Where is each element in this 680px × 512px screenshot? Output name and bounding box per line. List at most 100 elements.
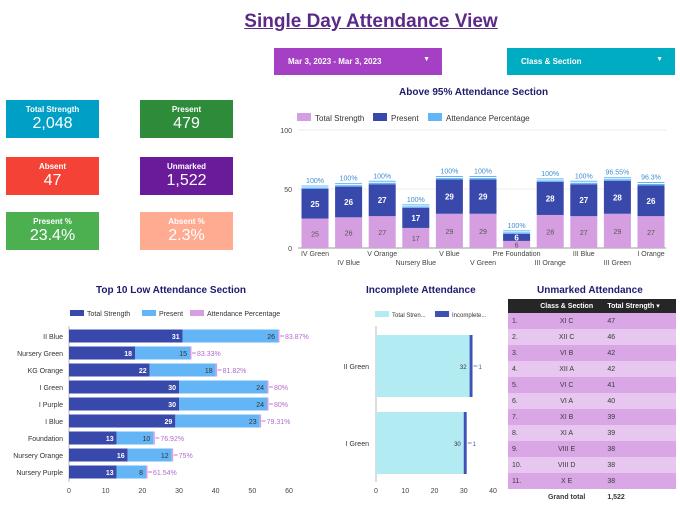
- bar-total-label: 26: [345, 231, 353, 238]
- x-tick-label: 10: [401, 488, 409, 495]
- bar-total-label: 13: [106, 470, 114, 477]
- table-row: 9. VIII E 38: [508, 441, 676, 457]
- bar-present: [179, 380, 267, 394]
- row-index: 10.: [512, 461, 522, 469]
- bar-present: [335, 186, 363, 218]
- row-index: 1.: [512, 317, 518, 325]
- bar-present: [603, 180, 631, 214]
- y-tick-label: Nursery Green: [17, 351, 63, 358]
- incomplete-title: Incomplete Attendance: [366, 285, 476, 296]
- x-tick-label: I Orange: [637, 251, 664, 258]
- header-total-strength[interactable]: Total Strength ▾: [603, 299, 676, 313]
- sort-desc-icon: ▾: [656, 303, 660, 310]
- card-label: Absent %: [168, 217, 205, 226]
- header-total-strength-label: Total Strength: [607, 303, 655, 310]
- bar-pct-label: 100%: [508, 223, 526, 230]
- x-tick-label: 0: [67, 488, 71, 495]
- bar-total: [376, 412, 464, 474]
- x-tick-label: V Green: [470, 260, 496, 267]
- card-label: Total Strength: [25, 105, 80, 114]
- legend-label: Attendance Percentage: [446, 114, 530, 123]
- row-class-section: VIII E: [558, 445, 576, 453]
- bar-total: [637, 216, 665, 248]
- bar-present-label: 10: [143, 436, 151, 443]
- bar-pct-cap: [190, 346, 192, 360]
- bar-present: [135, 346, 190, 360]
- bar-pct-cap: [215, 363, 218, 377]
- chevron-down-icon: ▼: [656, 56, 663, 63]
- incomplete-chart: Total Stren... Incomplete... 0 10 20 30 40 II G…: [344, 311, 497, 495]
- top10-chart: Total Strength Present Attendance Percenta…: [13, 310, 309, 495]
- row-total-strength: 39: [607, 429, 616, 437]
- bar-total-label: 30: [168, 402, 176, 409]
- bar-pct-label: 100%: [541, 171, 559, 178]
- bar-present-label: 27: [378, 196, 387, 205]
- bar-pct-cap: [335, 185, 363, 187]
- class-section-filter[interactable]: Class & Section ▼: [507, 48, 675, 75]
- bar-total-label: 29: [614, 229, 622, 236]
- table-row: 2. XII C 46: [508, 329, 676, 345]
- bar-present: [175, 414, 260, 428]
- legend-swatch: [435, 311, 449, 317]
- row-index: 7.: [512, 413, 518, 421]
- row-class-section: VIII D: [557, 461, 576, 469]
- x-tick-label: 40: [489, 488, 497, 495]
- bar-pct-cap: [278, 329, 280, 343]
- bar-pct-cap: [267, 380, 269, 394]
- x-tick-label: 30: [460, 488, 468, 495]
- row-index: 2.: [512, 333, 518, 341]
- bar-pct-cap: [301, 187, 329, 189]
- card-absent-pct: Absent % 2.3%: [140, 212, 233, 250]
- bar-total: [376, 335, 470, 397]
- card-present: Present 479: [140, 100, 233, 138]
- row-class-section: XII C: [558, 333, 575, 341]
- table-row: 8. XI A 39: [508, 425, 676, 441]
- top10-title: Top 10 Low Attendance Section: [96, 285, 247, 296]
- bar-total: [69, 363, 150, 377]
- x-tick-label: V Blue: [439, 251, 460, 258]
- table-row: 4. XII A 42: [508, 361, 676, 377]
- row-class-section: X E: [561, 477, 573, 485]
- x-tick-label: 20: [431, 488, 439, 495]
- card-unmarked: Unmarked 1,522: [140, 157, 233, 195]
- row-index: 11.: [512, 477, 522, 485]
- bar-pct-label: 81.82%: [223, 368, 247, 375]
- legend-label: Present: [159, 311, 183, 318]
- bar-pct-label: 100%: [575, 173, 593, 180]
- legend-label: Total Strength: [87, 311, 130, 318]
- legend-label: Total Stren...: [392, 313, 426, 319]
- legend-swatch: [142, 310, 156, 316]
- bar-present: [301, 189, 329, 219]
- bar-total: [570, 216, 598, 248]
- x-tick-label: III Blue: [573, 251, 595, 258]
- row-total-strength: 40: [607, 397, 616, 405]
- header-class-section[interactable]: Class & Section: [530, 299, 604, 313]
- bar-pct-cap: [146, 465, 148, 479]
- date-range-picker[interactable]: Mar 3, 2023 - Mar 3, 2023 ▼: [274, 48, 442, 75]
- bar-total-label: 29: [165, 419, 173, 426]
- bar-present: [402, 207, 430, 228]
- bar-total: [69, 465, 117, 479]
- card-value: 23.4%: [29, 227, 76, 244]
- bar-pct-label: 100%: [340, 176, 358, 183]
- bar-pct-label: 96.55%: [606, 170, 630, 177]
- bar-total-label: 6: [515, 242, 519, 249]
- bar-pct-label: 100%: [474, 169, 492, 176]
- y-tick-label: Nursery Purple: [16, 470, 63, 477]
- table-row: 1. XI C 47: [508, 313, 676, 329]
- bar-total: [435, 213, 463, 248]
- bar-present-label: 26: [267, 334, 275, 341]
- bar-present: [637, 185, 665, 217]
- bar-total: [536, 214, 564, 248]
- bar-total: [469, 213, 497, 248]
- card-total-strength: Total Strength 2,048: [6, 100, 99, 138]
- x-tick-label: V Orange: [367, 251, 397, 258]
- bar-total: [69, 397, 179, 411]
- y-tick-label: Nursery Orange: [13, 453, 63, 460]
- bar-pct-label: 80%: [274, 385, 288, 392]
- bar-present: [149, 363, 216, 377]
- page-title: Single Day Attendance View: [244, 11, 498, 32]
- row-total-strength: 46: [607, 333, 616, 341]
- row-class-section: XI C: [559, 317, 574, 325]
- table-row: 6. VI A 40: [508, 393, 676, 409]
